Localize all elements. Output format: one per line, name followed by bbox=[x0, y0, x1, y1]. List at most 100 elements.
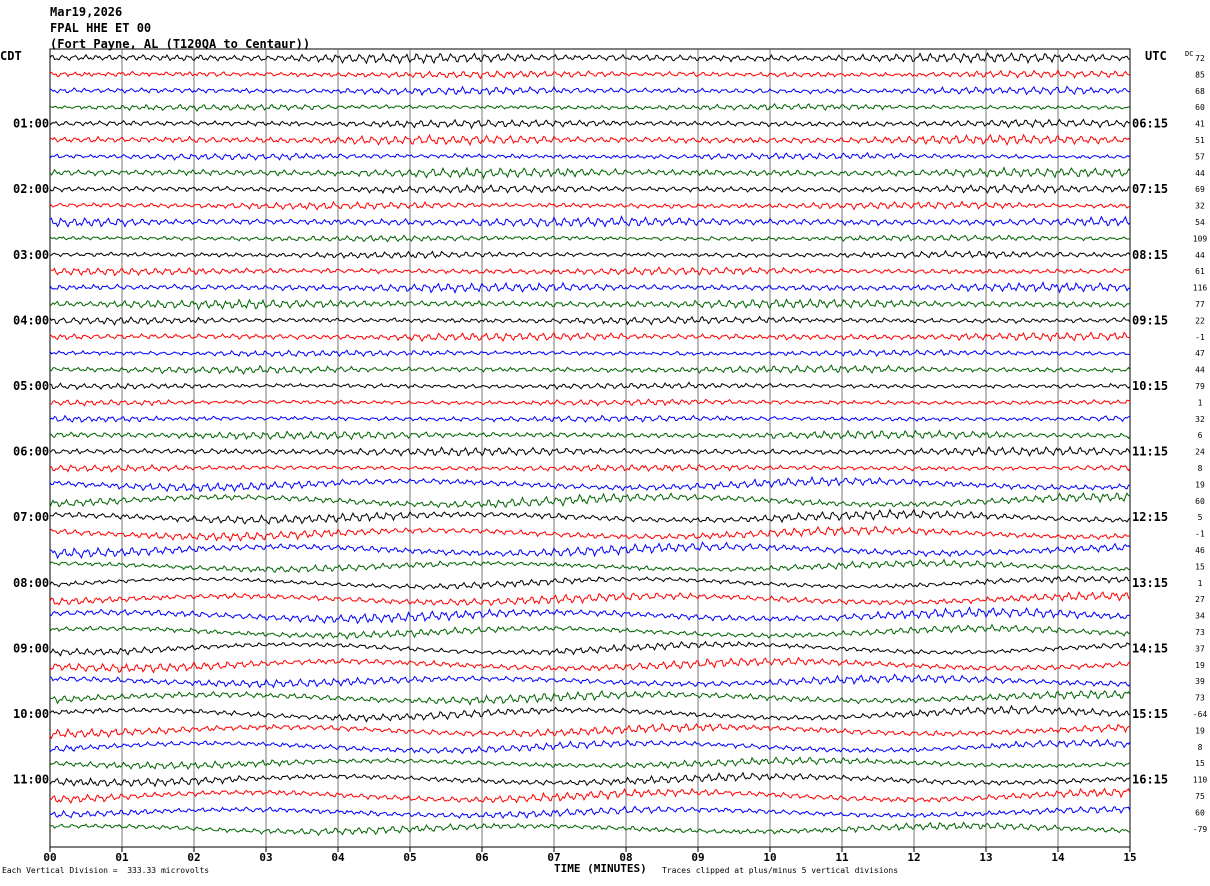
dc-offset-value: 77 bbox=[1195, 300, 1205, 309]
dc-offset-value: 27 bbox=[1195, 595, 1205, 604]
utc-time-label: 11:15 bbox=[1132, 445, 1168, 459]
dc-offset-value: 15 bbox=[1195, 759, 1205, 768]
location-label: (Fort Payne, AL (T120QA to Centaur)) bbox=[50, 37, 311, 51]
trace-line bbox=[49, 200, 1131, 211]
dc-column-label: DC bbox=[1185, 50, 1194, 58]
trace-line bbox=[49, 475, 1131, 493]
dc-offset-value: 8 bbox=[1198, 743, 1203, 752]
dc-offset-value: 60 bbox=[1195, 808, 1205, 817]
trace-line bbox=[49, 723, 1131, 740]
dc-offset-value: 39 bbox=[1195, 677, 1205, 686]
x-tick-label: 08 bbox=[619, 851, 632, 864]
trace-line bbox=[49, 445, 1131, 457]
trace-line bbox=[49, 298, 1131, 311]
dc-offset-value: 41 bbox=[1195, 120, 1205, 129]
x-tick-label: 04 bbox=[331, 851, 345, 864]
dc-offset-value: 24 bbox=[1195, 448, 1205, 457]
dc-offset-value: 8 bbox=[1198, 464, 1203, 473]
x-tick-label: 14 bbox=[1051, 851, 1065, 864]
trace-line bbox=[49, 756, 1131, 771]
dc-offset-value: 60 bbox=[1195, 103, 1205, 112]
cdt-time-label: 08:00 bbox=[13, 576, 49, 590]
trace-line bbox=[49, 166, 1131, 180]
scale-note: Each Vertical Division = 333.33 microvol… bbox=[2, 866, 210, 875]
x-tick-label: 10 bbox=[763, 851, 776, 864]
dc-offset-value: 54 bbox=[1195, 218, 1205, 227]
trace-line bbox=[49, 85, 1130, 97]
right-timezone-label: UTC bbox=[1145, 49, 1167, 63]
x-tick-label: 03 bbox=[259, 851, 272, 864]
dc-offset-value: 15 bbox=[1195, 562, 1205, 571]
cdt-time-label: 11:00 bbox=[13, 773, 49, 787]
dc-offset-value: 68 bbox=[1195, 87, 1205, 96]
trace-line bbox=[49, 590, 1131, 607]
trace-line bbox=[49, 558, 1131, 574]
x-tick-label: 06 bbox=[475, 851, 489, 864]
trace-line bbox=[49, 103, 1131, 113]
dc-offset-value: 44 bbox=[1195, 169, 1205, 178]
utc-time-label: 09:15 bbox=[1132, 313, 1168, 327]
date-label: Mar19,2026 bbox=[50, 5, 123, 19]
trace-line bbox=[49, 398, 1131, 407]
trace-line bbox=[49, 623, 1131, 640]
plot-frame bbox=[49, 48, 1131, 848]
dc-offset-value: 109 bbox=[1193, 234, 1208, 243]
trace-line bbox=[49, 508, 1131, 525]
cdt-time-label: 05:00 bbox=[13, 379, 49, 393]
trace-line bbox=[49, 525, 1131, 543]
dc-offset-value: 6 bbox=[1198, 431, 1203, 440]
trace-line bbox=[49, 133, 1131, 147]
utc-time-label: 06:15 bbox=[1132, 117, 1168, 131]
dc-offset-value: 34 bbox=[1195, 612, 1205, 621]
utc-time-label: 16:15 bbox=[1132, 773, 1168, 787]
dc-offset-value: 5 bbox=[1198, 513, 1203, 522]
trace-line bbox=[49, 331, 1131, 343]
dc-offset-value: 37 bbox=[1195, 644, 1205, 653]
cdt-time-label: 06:00 bbox=[13, 445, 49, 459]
trace-line bbox=[49, 414, 1131, 424]
dc-offset-value: 19 bbox=[1195, 726, 1205, 735]
x-tick-label: 02 bbox=[187, 851, 200, 864]
trace-line bbox=[49, 69, 1131, 80]
dc-offset-value: 75 bbox=[1195, 792, 1205, 801]
trace-line bbox=[49, 118, 1131, 130]
trace-line bbox=[49, 266, 1131, 277]
dc-offset-value: 61 bbox=[1195, 267, 1205, 276]
dc-offset-value: -1 bbox=[1195, 530, 1205, 539]
utc-time-label: 13:15 bbox=[1132, 576, 1168, 590]
station-label: FPAL HHE ET 00 bbox=[50, 21, 152, 35]
clip-note: Traces clipped at plus/minus 5 vertical … bbox=[662, 866, 899, 875]
x-tick-label: 09 bbox=[691, 851, 704, 864]
dc-offset-value: 60 bbox=[1195, 497, 1205, 506]
trace-line bbox=[49, 280, 1131, 294]
x-tick-label: 15 bbox=[1123, 851, 1136, 864]
trace-line bbox=[49, 704, 1131, 723]
left-timezone-label: CDT bbox=[0, 49, 22, 63]
dc-offset-value: 32 bbox=[1195, 202, 1205, 211]
dc-offset-value: 32 bbox=[1195, 415, 1205, 424]
trace-line bbox=[49, 234, 1131, 243]
trace-line bbox=[49, 381, 1131, 391]
utc-time-label: 12:15 bbox=[1132, 510, 1168, 524]
utc-time-label: 14:15 bbox=[1132, 641, 1168, 655]
trace-line bbox=[49, 151, 1131, 161]
cdt-time-label: 03:00 bbox=[13, 248, 49, 262]
dc-offset-value: 79 bbox=[1195, 382, 1205, 391]
trace-line bbox=[49, 771, 1131, 788]
cdt-time-label: 10:00 bbox=[13, 707, 49, 721]
trace-line bbox=[49, 673, 1131, 689]
utc-time-label: 08:15 bbox=[1132, 248, 1168, 262]
trace-line bbox=[49, 183, 1131, 195]
x-tick-label: 11 bbox=[835, 851, 849, 864]
trace-line bbox=[49, 787, 1131, 804]
trace-line bbox=[49, 640, 1131, 657]
dc-offset-value: 47 bbox=[1195, 349, 1205, 358]
trace-line bbox=[49, 463, 1131, 473]
dc-offset-value: 51 bbox=[1195, 136, 1205, 145]
cdt-time-label: 04:00 bbox=[13, 313, 49, 327]
dc-offset-value: 116 bbox=[1193, 284, 1208, 293]
x-tick-label: 05 bbox=[403, 851, 416, 864]
dc-offset-value: 110 bbox=[1193, 776, 1208, 785]
x-tick-label: 00 bbox=[43, 851, 56, 864]
